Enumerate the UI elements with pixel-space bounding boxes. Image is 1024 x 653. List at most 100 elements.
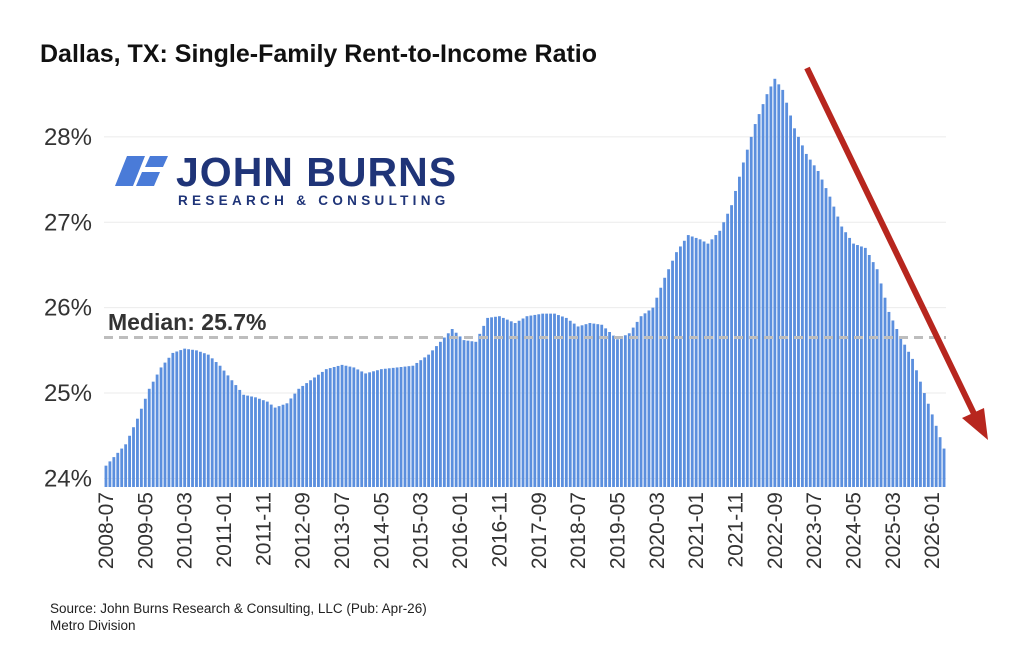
bar — [639, 316, 643, 487]
bar — [214, 362, 218, 487]
bar — [899, 337, 903, 487]
bar — [903, 344, 907, 487]
bar — [560, 316, 564, 487]
bar — [553, 313, 556, 487]
bar — [136, 418, 139, 487]
bar — [863, 247, 867, 487]
y-tick-label: 26% — [44, 295, 92, 322]
y-tick-label: 27% — [44, 209, 92, 236]
bar — [812, 165, 816, 487]
bar — [545, 313, 549, 487]
bar — [218, 365, 222, 487]
bar — [616, 339, 619, 487]
x-tick-label: 2008-07 — [95, 492, 118, 569]
bar — [793, 128, 796, 487]
bar — [730, 205, 733, 487]
y-tick-label: 24% — [44, 465, 92, 492]
bar — [254, 397, 257, 487]
bar — [785, 102, 789, 487]
x-tick-label: 2016-01 — [449, 492, 472, 569]
bar — [942, 448, 946, 487]
bar — [694, 237, 698, 487]
bar — [753, 124, 757, 488]
bar — [840, 226, 844, 487]
bar — [580, 325, 584, 487]
bar — [501, 317, 505, 487]
bar — [332, 367, 336, 487]
bar — [297, 388, 301, 487]
bar — [651, 307, 655, 487]
bar — [738, 176, 741, 487]
bar — [187, 349, 191, 487]
bar — [147, 388, 151, 487]
bar — [911, 358, 914, 487]
bar — [438, 341, 442, 487]
x-tick-label: 2021-11 — [725, 492, 748, 568]
x-tick-label: 2013-07 — [331, 492, 354, 569]
bar — [120, 448, 124, 487]
bar — [891, 320, 895, 487]
bar — [309, 380, 312, 487]
bar — [627, 333, 631, 487]
bar — [513, 323, 517, 487]
bar — [529, 315, 533, 487]
bar — [726, 213, 730, 487]
x-tick-label: 2022-09 — [764, 492, 787, 569]
bar — [675, 252, 678, 487]
x-tick-label: 2021-01 — [685, 492, 708, 569]
bar — [498, 316, 501, 487]
bar — [777, 84, 781, 487]
bar — [442, 337, 446, 487]
bar — [305, 383, 309, 487]
bar — [592, 323, 596, 487]
bar — [206, 354, 210, 487]
chart-plot: 24% 25% 26% 27% 28% 2008-07 2009-05 2010-03 201… — [44, 66, 988, 569]
bar — [584, 324, 588, 487]
bar — [222, 370, 226, 487]
bar — [336, 365, 340, 487]
bar — [600, 324, 604, 487]
x-tick-label: 2023-07 — [803, 492, 826, 569]
bar — [112, 457, 116, 487]
bar — [273, 407, 277, 487]
bar — [494, 316, 497, 487]
bar — [344, 365, 348, 487]
bar — [647, 310, 651, 487]
bar — [364, 373, 368, 487]
bar — [517, 320, 521, 487]
bar — [258, 398, 261, 487]
bar — [139, 408, 143, 487]
bar — [576, 326, 580, 487]
x-tick-label: 2024-05 — [843, 492, 866, 569]
bar — [210, 358, 214, 487]
bar — [702, 241, 706, 487]
bar — [871, 262, 875, 487]
bar — [250, 396, 253, 487]
source-note: Source: John Burns Research & Consulting… — [50, 600, 427, 634]
bar — [926, 403, 930, 487]
bar — [541, 313, 545, 487]
median-label: Median: 25.7% — [108, 309, 267, 335]
bars — [104, 78, 946, 488]
bar — [745, 149, 749, 488]
bar — [285, 403, 289, 487]
bar — [320, 371, 324, 487]
bar — [246, 395, 250, 487]
bar — [324, 369, 328, 487]
bar — [757, 114, 761, 487]
bar — [828, 196, 832, 487]
x-tick-label: 2026-01 — [921, 492, 944, 569]
bar — [352, 367, 356, 487]
logo-mark-left-icon — [115, 156, 145, 186]
bar — [478, 333, 482, 487]
bar — [163, 362, 167, 487]
bar — [915, 370, 918, 487]
bar — [462, 340, 466, 487]
bar — [490, 317, 493, 487]
bar — [234, 385, 238, 487]
x-tick-label: 2011-11 — [252, 492, 275, 566]
bar — [659, 287, 663, 487]
bar — [179, 350, 183, 487]
bar — [836, 216, 840, 487]
logo: JOHN BURNS RESEARCH & CONSULTING — [115, 149, 456, 208]
